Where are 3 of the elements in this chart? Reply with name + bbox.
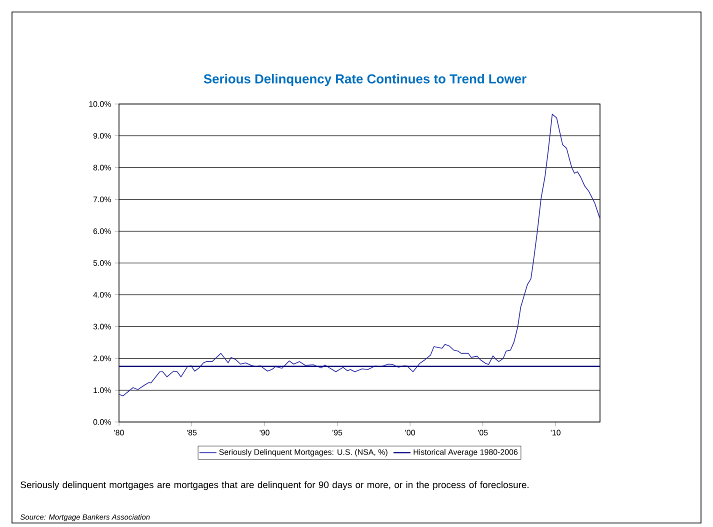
chart-title: Serious Delinquency Rate Continues to Trend Lower [204, 74, 526, 86]
text: Seriously delinquent mortgages are mortgages that are delinquent for 90 days or more, or in the process of foreclosure. [20, 481, 528, 490]
line-series [119, 114, 600, 396]
